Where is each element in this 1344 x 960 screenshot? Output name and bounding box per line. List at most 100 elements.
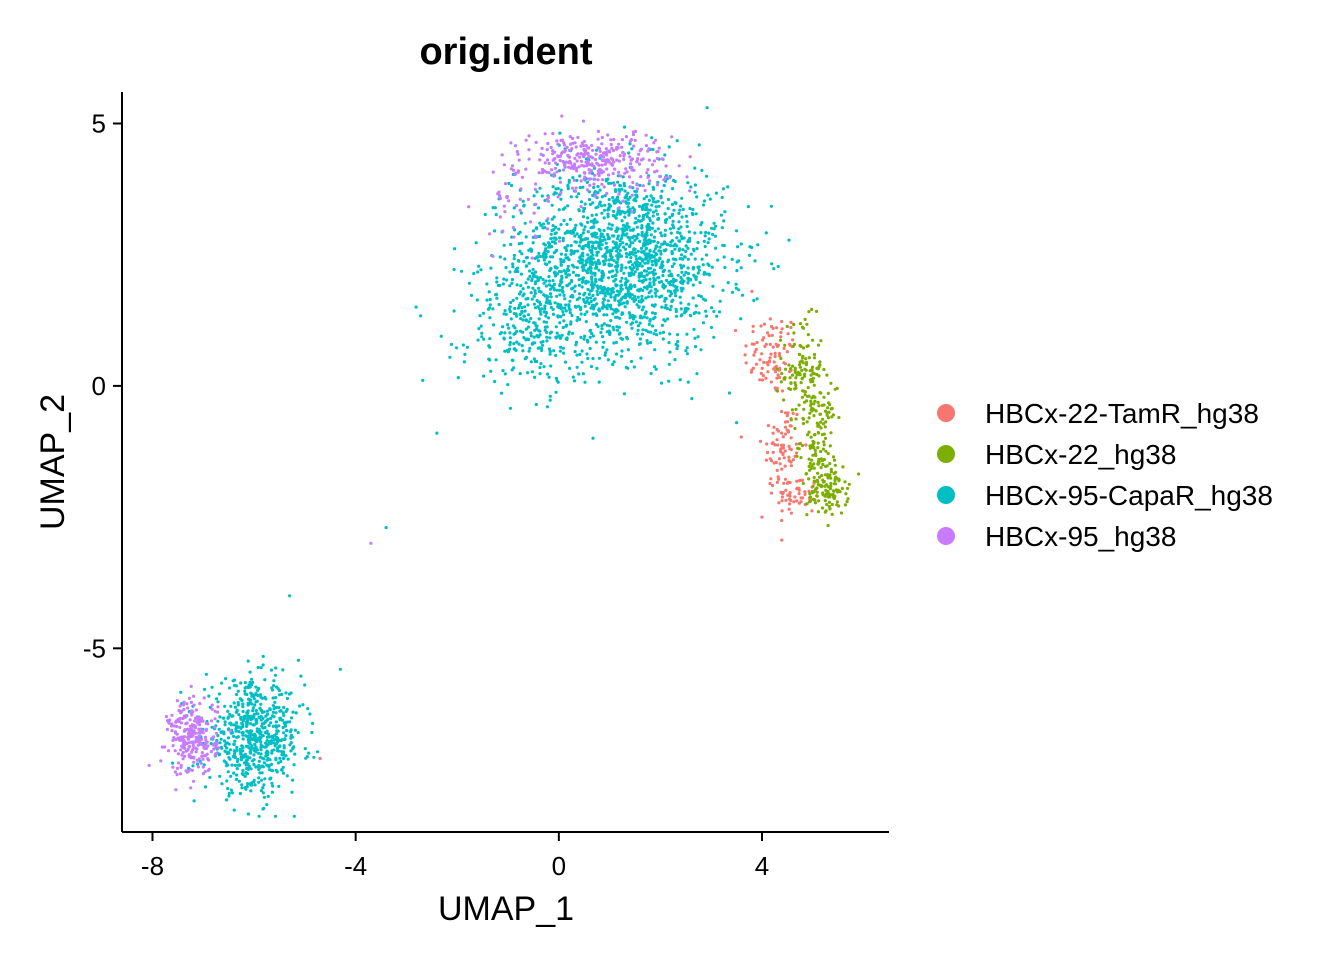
point-hbcx-95-capar-hg38 bbox=[538, 302, 543, 307]
point-hbcx-95-capar-hg38 bbox=[594, 246, 598, 251]
point-hbcx-22-hg38 bbox=[802, 407, 806, 411]
point-hbcx-95-capar-hg38 bbox=[233, 755, 237, 759]
point-hbcx-95-capar-hg38 bbox=[697, 311, 701, 315]
point-hbcx-95-hg38 bbox=[688, 155, 692, 159]
point-hbcx-95-capar-hg38 bbox=[563, 297, 567, 301]
point-hbcx-95-capar-hg38 bbox=[599, 330, 603, 335]
point-hbcx-95-hg38 bbox=[190, 750, 194, 754]
point-hbcx-95-capar-hg38 bbox=[541, 277, 545, 282]
point-hbcx-22-hg38 bbox=[797, 442, 802, 446]
point-hbcx-95-capar-hg38 bbox=[616, 263, 620, 268]
point-hbcx-95-capar-hg38 bbox=[274, 725, 279, 729]
point-hbcx-22-hg38 bbox=[796, 446, 800, 450]
point-hbcx-22-hg38 bbox=[808, 411, 812, 415]
point-hbcx-22-hg38 bbox=[831, 489, 836, 493]
point-hbcx-95-capar-hg38 bbox=[667, 269, 671, 273]
point-hbcx-22-hg38 bbox=[811, 371, 815, 375]
point-hbcx-95-capar-hg38 bbox=[523, 357, 527, 361]
point-hbcx-95-capar-hg38 bbox=[274, 768, 278, 772]
point-hbcx-95-capar-hg38 bbox=[586, 253, 590, 257]
point-hbcx-22-hg38 bbox=[787, 386, 791, 391]
point-hbcx-95-capar-hg38 bbox=[255, 721, 259, 725]
point-hbcx-95-hg38 bbox=[605, 150, 609, 154]
point-hbcx-95-capar-hg38 bbox=[642, 238, 646, 242]
point-hbcx-95-capar-hg38 bbox=[590, 261, 594, 265]
point-hbcx-95-capar-hg38 bbox=[694, 212, 698, 216]
point-hbcx-95-capar-hg38 bbox=[627, 311, 631, 315]
point-hbcx-95-capar-hg38 bbox=[559, 252, 564, 256]
point-hbcx-95-hg38 bbox=[652, 141, 656, 145]
point-hbcx-95-capar-hg38 bbox=[581, 372, 585, 376]
point-hbcx-95-capar-hg38 bbox=[497, 302, 501, 307]
point-hbcx-95-capar-hg38 bbox=[519, 284, 523, 288]
point-hbcx-95-hg38 bbox=[613, 167, 617, 171]
point-hbcx-95-capar-hg38 bbox=[592, 220, 596, 224]
point-hbcx-22-hg38 bbox=[825, 502, 829, 507]
point-hbcx-95-hg38 bbox=[204, 721, 208, 726]
point-hbcx-22-hg38 bbox=[826, 523, 830, 528]
point-hbcx-95-hg38 bbox=[559, 138, 563, 142]
point-hbcx-95-hg38 bbox=[655, 169, 659, 173]
point-hbcx-95-capar-hg38 bbox=[531, 267, 535, 272]
point-hbcx-22-tamr-hg38 bbox=[780, 443, 784, 447]
point-hbcx-95-hg38 bbox=[210, 703, 214, 707]
point-hbcx-95-hg38 bbox=[537, 171, 541, 175]
point-hbcx-22-hg38 bbox=[823, 425, 827, 429]
point-hbcx-95-capar-hg38 bbox=[581, 215, 586, 219]
point-hbcx-22-hg38 bbox=[843, 503, 848, 507]
point-hbcx-95-hg38 bbox=[636, 157, 640, 161]
point-hbcx-95-capar-hg38 bbox=[701, 203, 706, 207]
point-hbcx-22-hg38 bbox=[804, 368, 808, 372]
point-hbcx-95-capar-hg38 bbox=[691, 296, 695, 300]
point-hbcx-95-capar-hg38 bbox=[518, 249, 522, 253]
point-hbcx-95-capar-hg38 bbox=[680, 215, 684, 219]
point-hbcx-95-capar-hg38 bbox=[488, 303, 492, 307]
point-hbcx-95-hg38 bbox=[159, 759, 163, 763]
point-hbcx-95-capar-hg38 bbox=[591, 312, 595, 316]
point-hbcx-95-capar-hg38 bbox=[510, 358, 514, 362]
point-hbcx-95-capar-hg38 bbox=[620, 187, 624, 191]
point-hbcx-95-capar-hg38 bbox=[635, 257, 639, 261]
point-hbcx-22-tamr-hg38 bbox=[752, 342, 756, 346]
point-hbcx-95-capar-hg38 bbox=[603, 238, 607, 242]
point-hbcx-95-capar-hg38 bbox=[567, 180, 571, 184]
point-hbcx-95-capar-hg38 bbox=[648, 340, 653, 345]
point-hbcx-95-capar-hg38 bbox=[696, 265, 700, 269]
point-hbcx-95-hg38 bbox=[199, 761, 203, 765]
point-hbcx-95-capar-hg38 bbox=[630, 314, 634, 319]
point-hbcx-22-hg38 bbox=[823, 510, 827, 514]
y-tick-label: -5 bbox=[83, 633, 106, 663]
point-hbcx-95-capar-hg38 bbox=[304, 756, 308, 760]
point-hbcx-95-capar-hg38 bbox=[448, 355, 452, 359]
point-hbcx-95-capar-hg38 bbox=[678, 378, 682, 382]
point-hbcx-95-capar-hg38 bbox=[588, 335, 592, 339]
point-hbcx-95-capar-hg38 bbox=[618, 212, 622, 216]
point-hbcx-95-hg38 bbox=[588, 171, 592, 175]
point-hbcx-95-capar-hg38 bbox=[600, 274, 604, 278]
point-hbcx-95-hg38 bbox=[550, 168, 554, 172]
point-hbcx-95-capar-hg38 bbox=[222, 759, 226, 763]
point-hbcx-95-capar-hg38 bbox=[691, 207, 695, 212]
point-hbcx-95-hg38 bbox=[637, 152, 641, 156]
point-hbcx-95-capar-hg38 bbox=[561, 239, 565, 243]
point-hbcx-95-capar-hg38 bbox=[655, 212, 660, 216]
point-hbcx-95-capar-hg38 bbox=[543, 304, 547, 308]
point-hbcx-95-capar-hg38 bbox=[532, 294, 536, 298]
point-hbcx-95-capar-hg38 bbox=[625, 228, 629, 232]
point-hbcx-95-capar-hg38 bbox=[625, 255, 629, 259]
point-hbcx-95-capar-hg38 bbox=[274, 711, 278, 715]
point-hbcx-95-capar-hg38 bbox=[630, 326, 634, 330]
point-hbcx-95-capar-hg38 bbox=[585, 180, 589, 184]
point-hbcx-95-capar-hg38 bbox=[621, 175, 625, 179]
point-hbcx-95-capar-hg38 bbox=[617, 332, 621, 336]
point-hbcx-95-capar-hg38 bbox=[595, 289, 599, 293]
point-hbcx-95-capar-hg38 bbox=[590, 277, 594, 281]
point-hbcx-22-tamr-hg38 bbox=[758, 378, 762, 382]
point-hbcx-95-capar-hg38 bbox=[240, 721, 244, 726]
point-hbcx-95-capar-hg38 bbox=[597, 380, 601, 384]
point-hbcx-95-hg38 bbox=[512, 235, 516, 239]
point-hbcx-95-capar-hg38 bbox=[627, 201, 631, 205]
point-hbcx-95-hg38 bbox=[596, 178, 600, 182]
point-hbcx-95-capar-hg38 bbox=[657, 280, 662, 284]
point-hbcx-95-capar-hg38 bbox=[626, 348, 631, 352]
